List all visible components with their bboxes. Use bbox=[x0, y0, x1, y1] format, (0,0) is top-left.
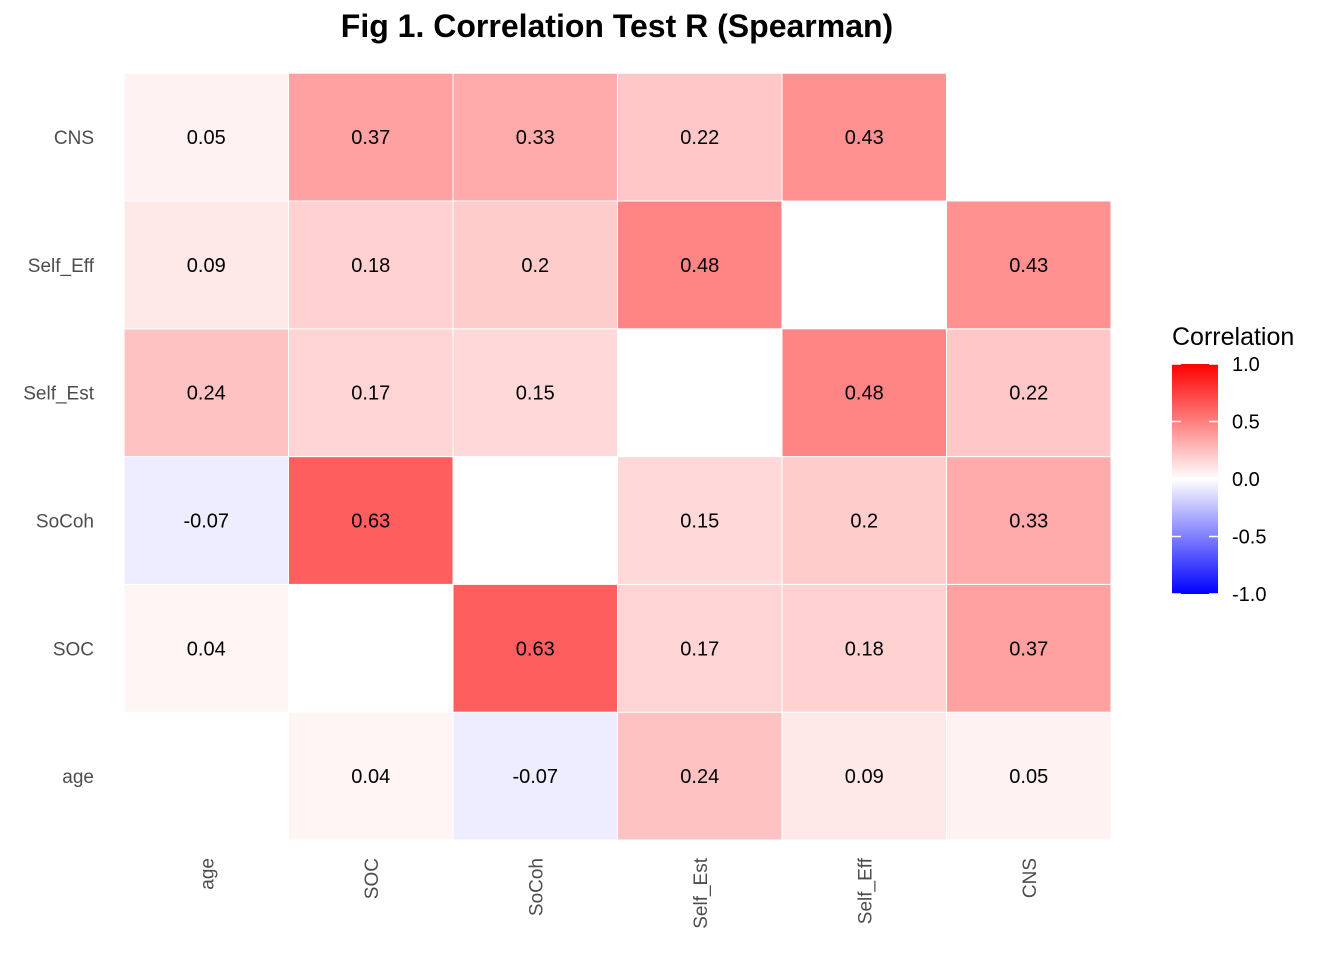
legend-tick-label: -1.0 bbox=[1232, 584, 1266, 606]
x-tick-label: Self_Est bbox=[691, 857, 712, 928]
legend-tick-label: -0.5 bbox=[1232, 527, 1266, 549]
heatmap-cell bbox=[946, 583, 1112, 713]
cell-value-label: 0.63 bbox=[516, 638, 555, 660]
heatmap-cell bbox=[781, 72, 947, 202]
legend-tick-label: 0.0 bbox=[1232, 469, 1260, 491]
cell-value-label: 0.24 bbox=[187, 383, 226, 405]
y-tick-label: SoCoh bbox=[36, 512, 94, 533]
cells-layer bbox=[123, 72, 1112, 841]
heatmap-cell bbox=[946, 711, 1112, 841]
cell-value-label: 0.15 bbox=[516, 383, 555, 405]
heatmap-cell bbox=[452, 583, 618, 713]
cell-value-label: 0.48 bbox=[845, 383, 884, 405]
cell-value-label: 0.04 bbox=[187, 638, 226, 660]
heatmap-cell bbox=[617, 711, 783, 841]
cell-value-label: 0.17 bbox=[680, 638, 719, 660]
heatmap-cell bbox=[123, 72, 289, 202]
legend-title: Correlation bbox=[1172, 323, 1294, 351]
cell-labels-layer: 0.04 -0.07 0.24 0.09 0.05 0.04 0.63 0.17 0.18 0.3… bbox=[183, 127, 1048, 788]
cell-value-label: 0.48 bbox=[680, 255, 719, 277]
y-tick-label: Self_Eff bbox=[28, 256, 95, 277]
cell-value-label: 0.15 bbox=[680, 511, 719, 533]
heatmap-cell bbox=[781, 583, 947, 713]
heatmap-cell bbox=[617, 583, 783, 713]
y-tick-label: SOC bbox=[53, 639, 94, 660]
heatmap-cell bbox=[946, 328, 1112, 458]
heatmap-cell bbox=[288, 711, 454, 841]
heatmap-cell bbox=[946, 456, 1112, 585]
cell-value-label: 0.09 bbox=[187, 255, 226, 277]
x-tick-label: CNS bbox=[1020, 858, 1041, 898]
cell-value-label: 0.05 bbox=[187, 127, 226, 149]
heatmap-cell bbox=[123, 328, 289, 458]
cell-value-label: 0.43 bbox=[1009, 255, 1048, 277]
heatmap-cell bbox=[452, 200, 618, 330]
cell-value-label: 0.24 bbox=[680, 766, 719, 788]
legend-tick-label: 1.0 bbox=[1232, 354, 1260, 376]
x-tick-label: SOC bbox=[362, 858, 383, 899]
cell-value-label: 0.2 bbox=[521, 255, 549, 277]
heatmap-cell bbox=[617, 456, 783, 585]
cell-value-label: 0.22 bbox=[680, 127, 719, 149]
cell-value-label: 0.33 bbox=[516, 127, 555, 149]
heatmap-cell bbox=[123, 456, 289, 585]
cell-value-label: 0.33 bbox=[1009, 511, 1048, 533]
cell-value-label: 0.43 bbox=[845, 127, 884, 149]
cell-value-label: 0.37 bbox=[1009, 638, 1048, 660]
cell-value-label: 0.05 bbox=[1009, 766, 1048, 788]
cell-value-label: -0.07 bbox=[512, 766, 558, 788]
heatmap-cell bbox=[123, 200, 289, 330]
heatmap-cell bbox=[617, 200, 783, 330]
cell-value-label: 0.09 bbox=[845, 766, 884, 788]
heatmap-cell bbox=[617, 72, 783, 202]
legend-tick-label: 0.5 bbox=[1232, 412, 1260, 434]
y-tick-label: age bbox=[62, 767, 94, 788]
heatmap-cell bbox=[781, 456, 947, 585]
y-tick-label: Self_Est bbox=[23, 384, 94, 405]
chart-title: Fig 1. Correlation Test R (Spearman) bbox=[340, 8, 894, 44]
heatmap-cell bbox=[288, 328, 454, 458]
x-tick-label: Self_Eff bbox=[855, 857, 876, 924]
heatmap-cell bbox=[452, 328, 618, 458]
cell-value-label: 0.2 bbox=[850, 511, 878, 533]
heatmap-cell bbox=[946, 200, 1112, 330]
color-legend: Correlation 1.0 0.5 0.0 -0.5 -1.0 bbox=[1172, 323, 1294, 606]
cell-value-label: 0.04 bbox=[351, 766, 390, 788]
heatmap-cell bbox=[288, 456, 454, 585]
cell-value-label: 0.22 bbox=[1009, 383, 1048, 405]
heatmap-cell bbox=[781, 328, 947, 458]
heatmap-cell bbox=[123, 583, 289, 713]
cell-value-label: 0.18 bbox=[351, 255, 390, 277]
cell-value-label: 0.63 bbox=[351, 511, 390, 533]
x-tick-label: age bbox=[197, 858, 218, 890]
axis-ticks-layer: age SOC SoCoh Self_Est Self_Eff CNS age SOC SoCo… bbox=[23, 128, 1041, 929]
legend-ticks: 1.0 0.5 0.0 -0.5 -1.0 bbox=[1172, 354, 1266, 606]
x-tick-label: SoCoh bbox=[526, 858, 547, 916]
cell-value-label: -0.07 bbox=[183, 511, 229, 533]
cell-value-label: 0.18 bbox=[845, 638, 884, 660]
heatmap-cell bbox=[781, 711, 947, 841]
heatmap-cell bbox=[288, 200, 454, 330]
y-tick-label: CNS bbox=[54, 128, 94, 149]
cell-value-label: 0.37 bbox=[351, 127, 390, 149]
cell-value-label: 0.17 bbox=[351, 383, 390, 405]
